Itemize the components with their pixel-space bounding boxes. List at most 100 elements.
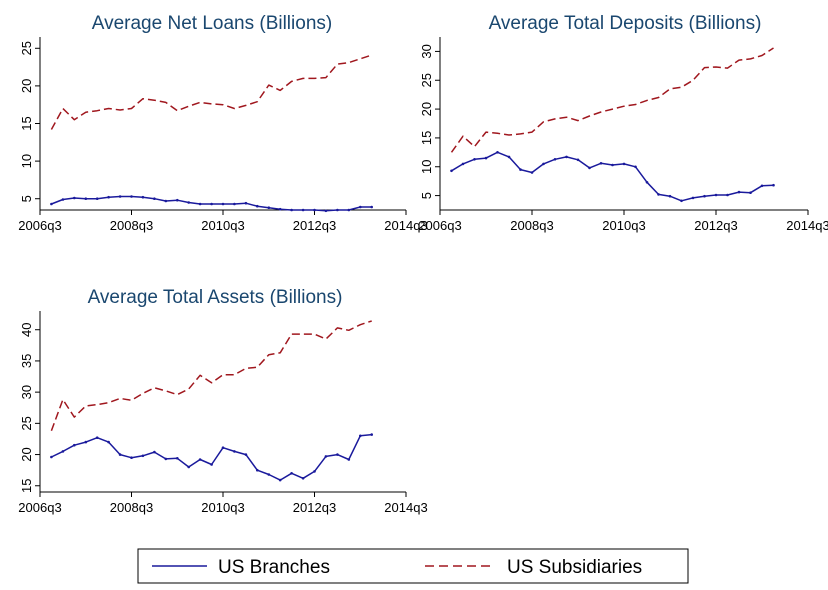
y-tick-label: 40 [19,322,34,336]
data-point [301,208,305,212]
data-point [336,453,339,456]
data-point [324,209,328,213]
data-point [542,162,545,166]
series-line-branches [451,151,774,202]
panel-total-assets: Average Total Assets (Billions) 15 20 25 30… [18,287,427,515]
data-point [141,195,145,199]
y-tick-label: 30 [19,385,34,399]
data-point [118,195,122,198]
x-tick-label: 2006q3 [18,500,61,515]
y-ticks: 5 10 15 20 25 [19,41,40,202]
data-point [198,458,202,461]
data-point [530,171,534,174]
data-point [634,165,637,169]
data-point [61,450,65,453]
y-tick-label: 15 [19,116,34,130]
data-point [313,208,316,212]
data-point [359,205,362,209]
data-point [130,456,133,460]
series-line-subsidiaries [50,320,372,432]
data-point [507,155,511,159]
data-point [473,158,476,161]
data-point [450,169,453,173]
data-point [645,181,649,184]
data-point [233,450,236,453]
data-point [290,208,293,212]
data-point [622,162,626,166]
x-tick-label: 2008q3 [110,500,153,515]
x-tick-label: 2012q3 [293,500,336,515]
data-point [370,205,374,209]
data-point [680,199,683,203]
x-tick-label: 2014q3 [384,500,427,515]
series-line-branches [51,433,372,481]
data-point [290,472,293,475]
data-point [210,202,213,206]
data-point [301,477,305,480]
data-point [336,208,339,212]
x-tick-label: 2006q3 [418,218,461,233]
data-point [176,198,179,202]
data-point [278,478,282,482]
data-point [164,457,168,461]
x-tick-label: 2010q3 [602,218,645,233]
data-point [691,196,695,200]
data-point [611,163,614,167]
data-point [221,446,225,450]
x-tick-label: 2008q3 [510,218,553,233]
data-point [772,183,775,187]
data-point [61,198,65,201]
series-line-subsidiaries [450,47,774,153]
data-point [588,166,591,170]
panel-title: Average Total Assets (Billions) [88,287,343,308]
data-point [576,158,580,162]
data-point [484,156,488,160]
data-point [244,201,248,205]
data-point [347,208,351,212]
legend-label-subsidiaries: US Subsidiaries [507,557,642,578]
series-line-subsidiaries [50,54,372,130]
data-point [255,468,259,472]
data-point [324,455,328,458]
y-tick-label: 20 [19,447,34,461]
y-tick-label: 15 [419,131,434,145]
x-tick-label: 2014q3 [384,218,427,233]
legend: US Branches US Subsidiaries [137,548,689,584]
x-tick-label: 2014q3 [786,218,828,233]
y-tick-label: 20 [419,102,434,116]
data-point [84,197,88,200]
data-point [95,197,99,200]
data-point [726,193,729,197]
y-tick-label: 10 [19,154,34,168]
x-tick-label: 2012q3 [293,218,336,233]
y-tick-label: 20 [19,79,34,93]
data-point [50,455,53,459]
data-point [50,202,53,206]
x-tick-label: 2010q3 [201,500,244,515]
y-tick-label: 15 [19,479,34,493]
y-ticks: 15 20 25 30 35 40 [19,322,40,493]
panel-title: Average Total Deposits (Billions) [489,13,762,34]
panel-title: Average Net Loans (Billions) [92,13,332,34]
x-ticks: 2006q3 2008q3 2010q3 2012q3 2014q3 [18,492,428,515]
series-layer [450,47,775,203]
y-tick-label: 5 [19,195,34,202]
data-point [461,162,465,166]
data-point [267,473,271,476]
data-point [737,190,741,194]
data-point [553,158,557,161]
data-point [198,202,202,206]
x-tick-label: 2010q3 [201,218,244,233]
data-point [84,440,88,444]
y-tick-label: 35 [19,354,34,368]
data-point [118,453,122,456]
data-point [347,458,351,461]
data-point [95,436,99,440]
data-point [657,193,660,196]
data-point [130,195,133,198]
data-point [210,463,213,466]
data-point [565,155,568,159]
data-point [244,453,248,456]
data-point [73,443,76,447]
x-tick-label: 2008q3 [110,218,153,233]
